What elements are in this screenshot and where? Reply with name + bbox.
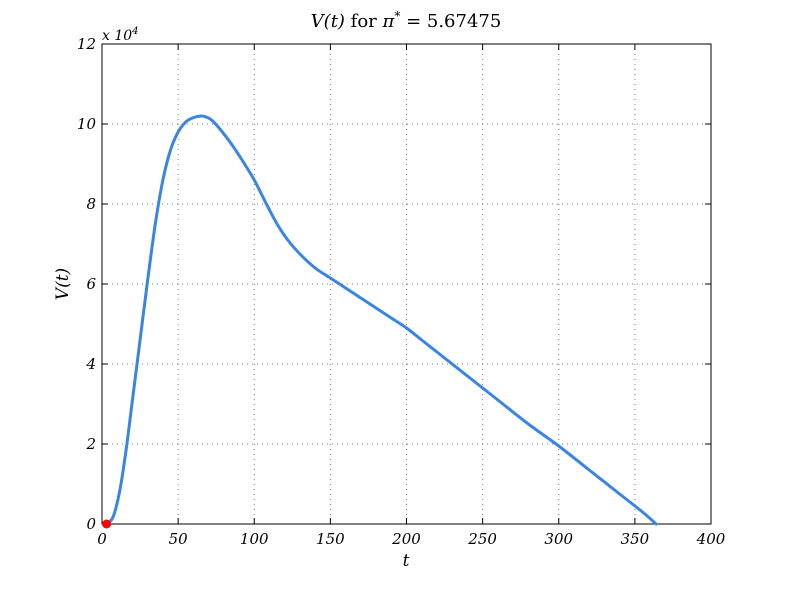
x-tick-label: 50 (169, 530, 189, 548)
x-axis-label: t (403, 551, 410, 571)
y-tick-label: 8 (86, 195, 96, 213)
y-multiplier-exponent: 4 (131, 26, 138, 37)
x-tick-label: 100 (240, 530, 269, 548)
series-layer (102, 114, 658, 529)
x-tick-label: 250 (467, 530, 497, 548)
x-tick-label: 200 (391, 530, 421, 548)
y-tick-label: 12 (77, 35, 96, 53)
y-tick-label: 2 (85, 435, 96, 453)
start-marker (102, 519, 112, 529)
x-tick-labels: 0 50 100 150 200 250 300 350 400 (97, 530, 726, 548)
grid-lines (102, 44, 711, 524)
y-tick-label: 10 (77, 115, 97, 133)
y-multiplier: x 104 (102, 26, 139, 44)
y-tick-label: 4 (85, 355, 96, 373)
y-tick-label: 6 (86, 275, 96, 293)
series-line (105, 114, 658, 526)
x-tick-label: 150 (316, 530, 345, 548)
x-tick-label: 350 (621, 530, 650, 548)
x-tick-label: 0 (97, 530, 107, 548)
chart-title: V(t) for π* = 5.67475 (311, 9, 502, 32)
x-tick-label: 300 (544, 530, 573, 548)
axis-ticks (101, 43, 712, 525)
y-tick-labels: 0 2 4 6 8 10 12 (77, 35, 97, 533)
y-axis-label: V(t) (53, 268, 73, 300)
x-tick-label: 400 (696, 530, 726, 548)
y-tick-label: 0 (86, 515, 96, 533)
